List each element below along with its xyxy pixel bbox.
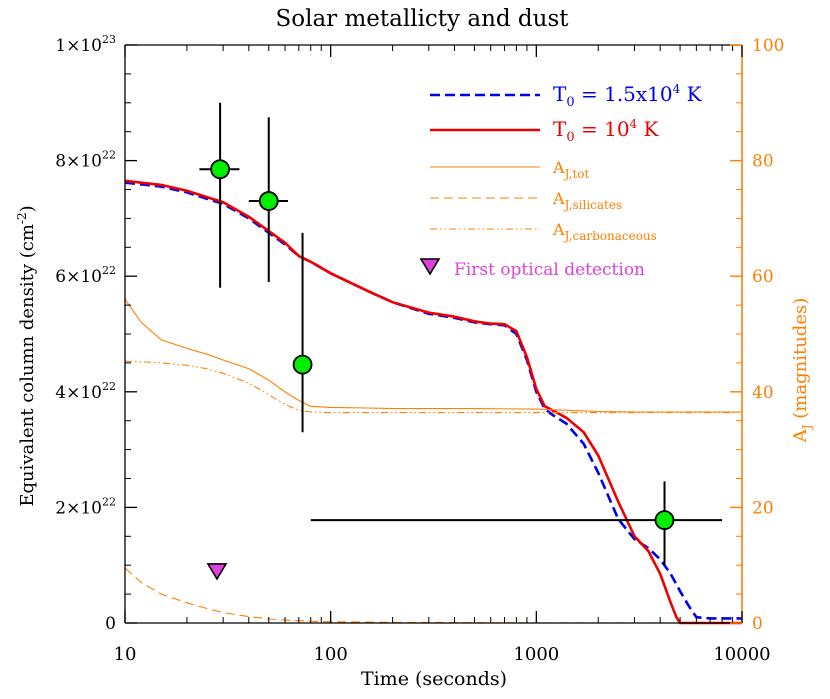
y-axis-label-left: Equivalent column density (cm-2) (15, 205, 38, 506)
x-tick-label: 10000 (713, 644, 770, 665)
legend-optical-marker (419, 258, 441, 276)
legend-label-0: T0 = 1.5x104 K (553, 82, 703, 110)
svg-text:AJ (magnitudes): AJ (magnitudes) (790, 298, 814, 444)
y-right-tick-label: 100 (752, 36, 784, 56)
legend-label-1: T0 = 104 K (553, 117, 660, 145)
legend-label-2: AJ,tot (552, 158, 590, 181)
y-left-tick-label: 6×1022 (55, 264, 116, 287)
y-left-tick-label: 4×1022 (55, 380, 116, 403)
series-line-2 (124, 298, 742, 413)
legend-label-optical: First optical detection (454, 260, 645, 280)
y-right-tick-label: 20 (752, 498, 774, 518)
series-line-4 (124, 360, 742, 414)
x-tick-label: 100 (313, 644, 347, 665)
y-left-tick-label: 0 (105, 614, 116, 634)
data-point (292, 354, 313, 375)
data-point (258, 191, 279, 211)
y-axis-label-right: AJ (magnitudes) (790, 298, 814, 444)
y-left-tick-label: 8×1022 (55, 149, 116, 172)
x-tick-label: 1000 (513, 644, 559, 665)
data-point (210, 159, 230, 180)
y-left-tick-label: 2×1022 (55, 495, 116, 518)
optical-detection-marker (206, 563, 228, 581)
y-left-tick-label: 1×1023 (55, 33, 116, 56)
y-right-tick-label: 40 (752, 383, 774, 403)
y-right-tick-label: 60 (752, 267, 774, 287)
legend-label-4: AJ,carbonaceous (552, 220, 657, 243)
legend: T0 = 1.5x104 K T0 = 104 K AJ,tot AJ,silicat… (419, 82, 703, 280)
svg-text:Equivalent column density (cm-: Equivalent column density (cm-2) (15, 205, 38, 506)
data-point (654, 510, 675, 531)
axes-layer: 10 100 1000 1000002×10224×10226×10228×10221… (55, 33, 784, 665)
y-right-tick-label: 80 (752, 152, 774, 172)
points-layer (199, 102, 723, 581)
x-axis-label: Time (seconds) (361, 668, 507, 690)
chart-title: Solar metallicty and dust (276, 6, 570, 32)
x-tick-label: 10 (114, 644, 137, 665)
series-line-1 (124, 179, 742, 625)
series-layer (124, 179, 743, 625)
legend-label-3: AJ,silicates (552, 189, 622, 212)
y-right-tick-label: 0 (752, 614, 763, 634)
